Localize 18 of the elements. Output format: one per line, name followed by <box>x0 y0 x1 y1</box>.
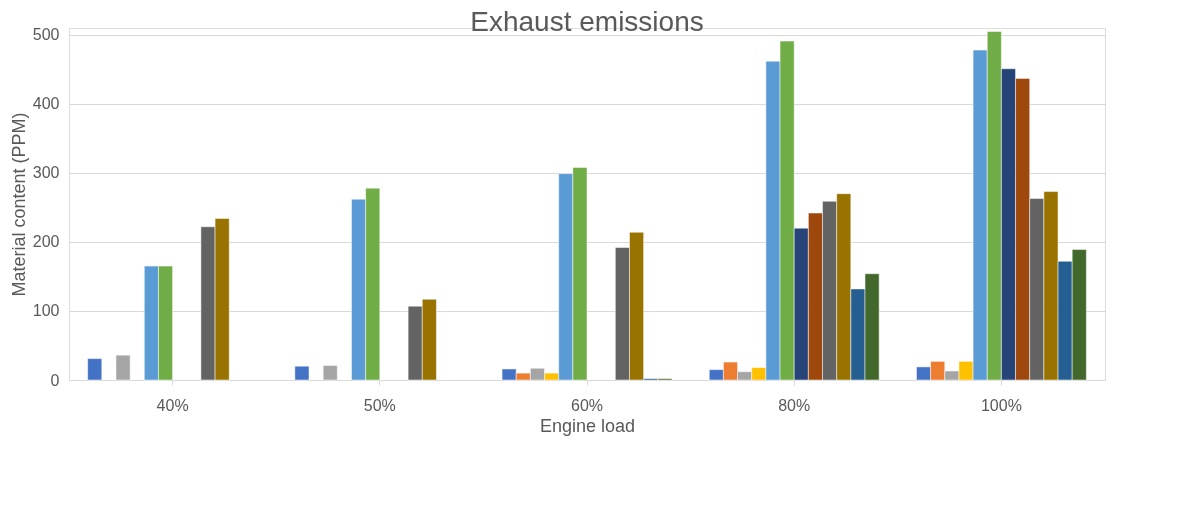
y-tick-label: 0 <box>50 371 60 389</box>
bar <box>294 365 310 381</box>
x-tick-label: 60% <box>570 396 604 414</box>
y-tick-label: 400 <box>32 95 60 113</box>
bar <box>87 358 103 381</box>
bar <box>322 365 338 381</box>
x-tick-label: 40% <box>156 396 189 414</box>
chart-title: Exhaust emissions <box>470 5 704 37</box>
y-tick-label: 100 <box>32 302 60 320</box>
x-tick-label: 50% <box>363 396 396 414</box>
bar <box>115 354 131 381</box>
x-axis-title: Engine load <box>539 415 636 436</box>
x-tick-label: 80% <box>778 396 811 414</box>
y-tick-label: 300 <box>32 164 60 182</box>
y-tick-label: 500 <box>32 26 60 44</box>
x-tick-label: 100% <box>980 396 1022 414</box>
y-tick-label: 200 <box>32 233 60 251</box>
y-axis-title: Material content (PPM) <box>8 112 29 297</box>
